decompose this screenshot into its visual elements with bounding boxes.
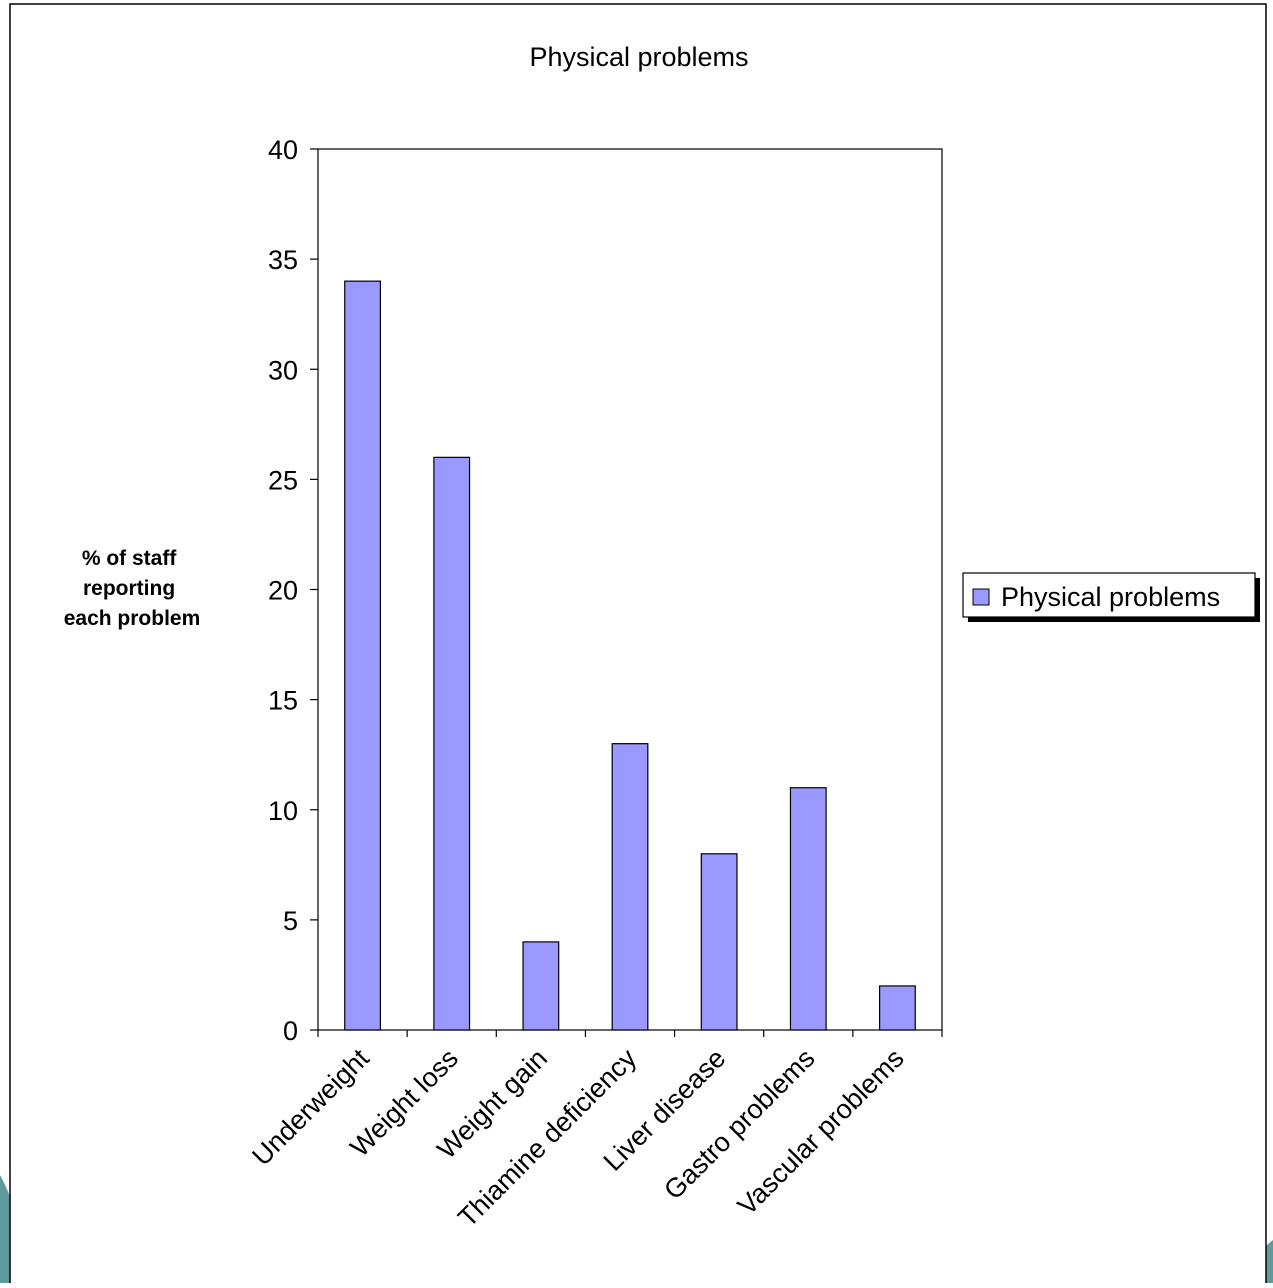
legend-box bbox=[962, 572, 1256, 618]
y-tick-label: 40 bbox=[268, 135, 298, 165]
bar-weight-gain bbox=[522, 941, 560, 1031]
legend-swatch bbox=[972, 588, 990, 606]
bar-weight-loss bbox=[433, 456, 471, 1031]
legend-label: Physical problems bbox=[1001, 582, 1220, 612]
bar-liver-disease bbox=[700, 853, 738, 1031]
bar-gastro-problems bbox=[789, 787, 827, 1031]
y-axis-label: % of staff reporting each problem bbox=[64, 547, 201, 630]
y-tick-label: 30 bbox=[268, 355, 298, 385]
chart-title: Physical problems bbox=[529, 42, 748, 72]
y-tick-label: 10 bbox=[268, 796, 298, 826]
bar-underweight bbox=[344, 280, 382, 1031]
y-tick-label: 0 bbox=[283, 1016, 298, 1046]
y-axis: 0 5 10 15 20 25 30 35 40 bbox=[268, 135, 318, 1046]
y-tick-label: 25 bbox=[268, 465, 298, 495]
y-tick-label: 35 bbox=[268, 245, 298, 275]
y-axis-label-line-3: each problem bbox=[64, 607, 201, 630]
bar-thiamine-deficiency bbox=[611, 743, 649, 1031]
bar-vascular-problems bbox=[878, 985, 916, 1031]
y-axis-label-line-2: reporting bbox=[83, 577, 175, 600]
y-tick-label: 20 bbox=[268, 576, 298, 606]
y-tick-label: 15 bbox=[268, 686, 298, 716]
y-axis-label-line-1: % of staff bbox=[82, 547, 178, 570]
legend: Physical problems bbox=[962, 572, 1260, 622]
bars bbox=[344, 280, 916, 1031]
y-tick-label: 5 bbox=[283, 906, 298, 936]
